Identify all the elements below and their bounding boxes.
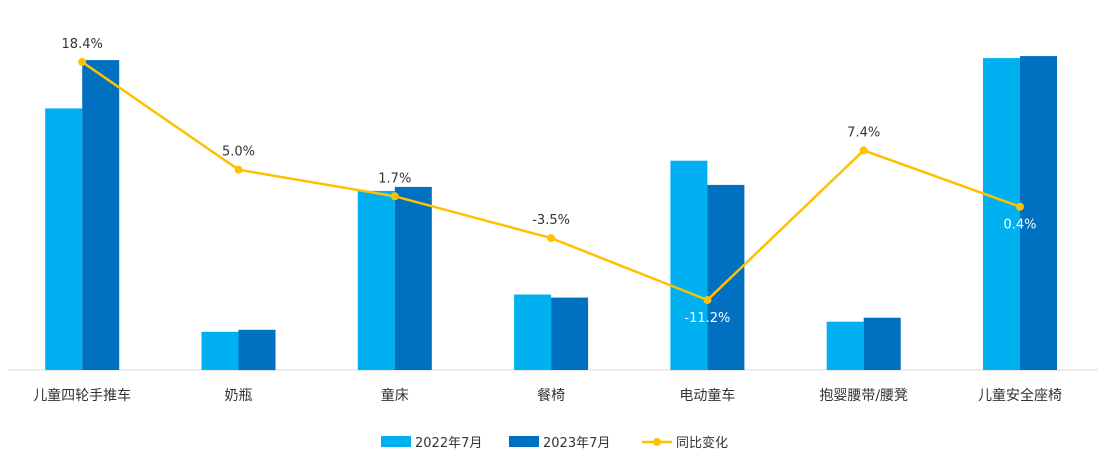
line-layer	[78, 58, 1024, 304]
data-label-4: -11.2%	[684, 311, 730, 326]
category-label-3: 餐椅	[537, 388, 565, 404]
category-label-5: 抱婴腰带/腰凳	[819, 388, 908, 404]
legend-swatch-0	[381, 436, 411, 447]
category-label-1: 奶瓶	[225, 388, 253, 404]
bar-2022-5	[826, 321, 864, 370]
legend-marker-icon	[653, 438, 661, 446]
bar-2023-6	[1020, 56, 1057, 370]
bar-2023-4	[707, 184, 745, 370]
bars-layer	[45, 56, 1057, 371]
data-label-5: 7.4%	[847, 125, 880, 140]
yoy-point-1	[234, 165, 243, 174]
bar-2022-2	[357, 190, 395, 370]
legend-label-0: 2022年7月	[415, 436, 482, 451]
legend-item-1: 2023年7月	[509, 436, 610, 451]
data-label-1: 5.0%	[222, 145, 255, 160]
legend-label-2: 同比变化	[676, 435, 728, 451]
data-label-3: -3.5%	[532, 213, 570, 228]
yoy-point-5	[859, 146, 868, 155]
legend-item-0: 2022年7月	[381, 436, 482, 451]
yoy-point-6	[1016, 202, 1024, 211]
category-label-6: 儿童安全座椅	[978, 387, 1062, 404]
category-label-2: 童床	[381, 387, 409, 404]
bar-2023-3	[551, 297, 589, 370]
legend-label-1: 2023年7月	[543, 436, 610, 451]
data-label-6: 0.4%	[1003, 218, 1036, 233]
legend-swatch-1	[509, 436, 539, 447]
bar-2023-0	[82, 60, 120, 370]
bar-2022-3	[514, 294, 552, 370]
yoy-point-0	[78, 58, 87, 66]
legend-item-2: 同比变化	[642, 435, 728, 451]
bar-2023-5	[863, 317, 901, 370]
bar-2022-1	[201, 331, 239, 370]
bar-2023-1	[238, 329, 276, 371]
legend: 2022年7月 2023年7月 同比变化	[381, 435, 728, 451]
category-labels-layer: 儿童四轮手推车 奶瓶 童床 餐椅 电动童车 抱婴腰带/腰凳 儿童安全座椅	[33, 387, 1062, 404]
category-label-4: 电动童车	[679, 387, 735, 404]
data-label-2: 1.7%	[378, 171, 411, 186]
bar-2023-2	[394, 186, 432, 370]
yoy-point-2	[390, 192, 399, 201]
data-label-0: 18.4%	[62, 37, 103, 52]
bar-2022-0	[45, 108, 83, 371]
yoy-point-4	[703, 296, 712, 304]
yoy-line	[81, 60, 1021, 302]
bar-2022-6	[983, 58, 1020, 370]
bar-2022-4	[670, 160, 708, 370]
data-labels-layer: 18.4% 5.0% 1.7% -3.5% -11.2% 7.4% 0.4%	[62, 37, 1037, 326]
category-label-0: 儿童四轮手推车	[33, 387, 131, 404]
yoy-point-3	[547, 234, 556, 243]
